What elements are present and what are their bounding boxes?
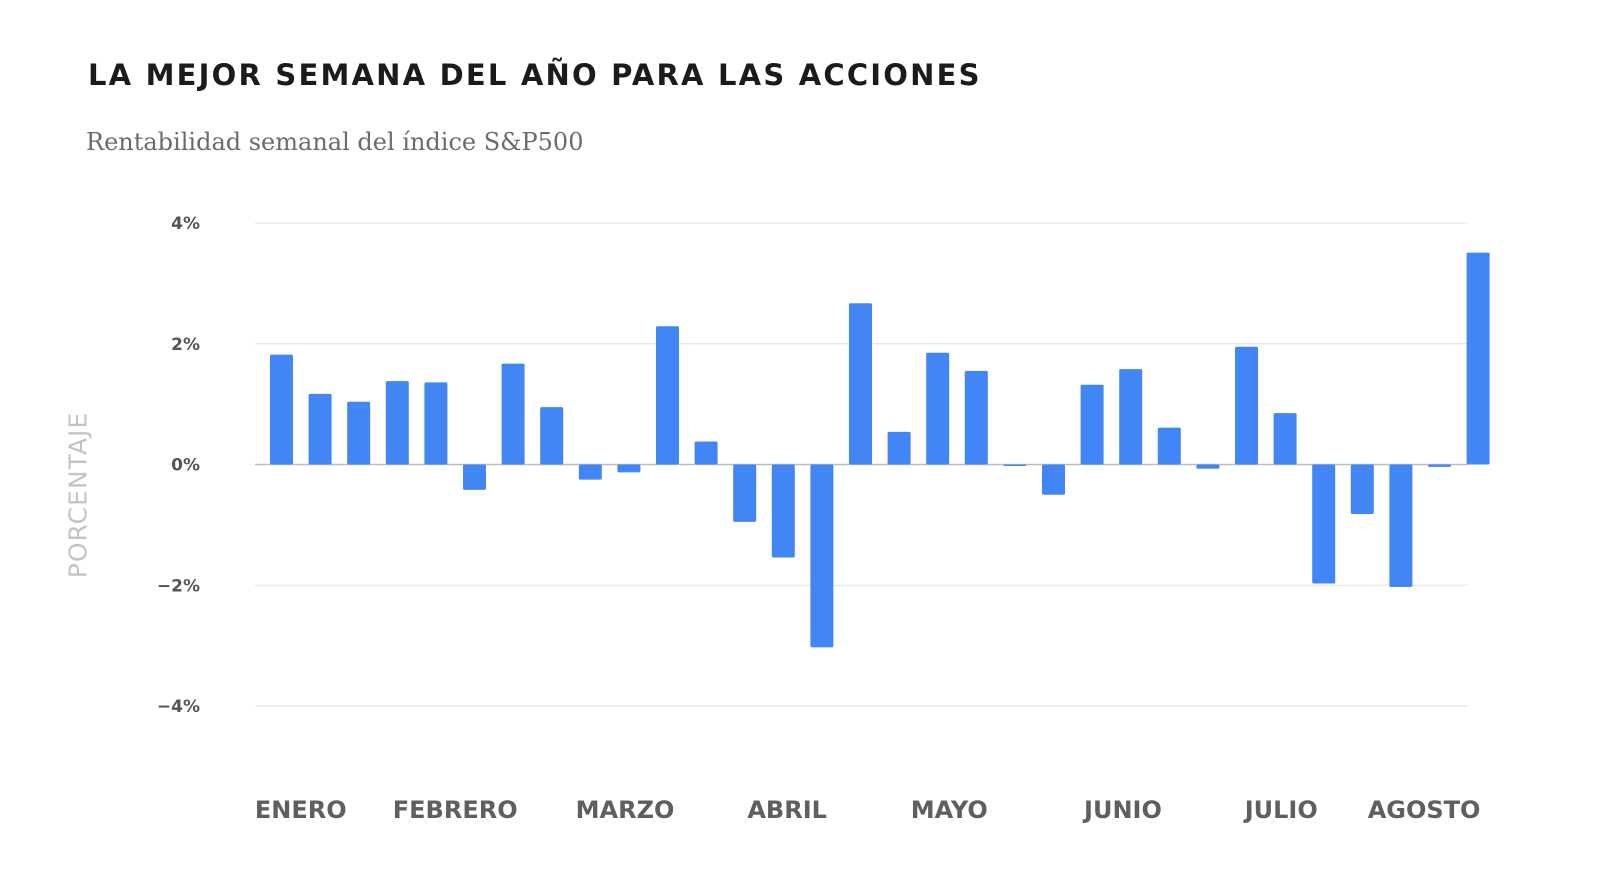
- bar: [810, 464, 834, 648]
- bar: [578, 464, 602, 480]
- chart-subtitle: Rentabilidad semanal del índice S&P500: [86, 128, 584, 156]
- x-tick-label: JUNIO: [1082, 796, 1162, 824]
- x-tick-labels: ENERO FEBRERO MARZO ABRIL MAYO JUNIO JULIO AGOS…: [255, 796, 1481, 824]
- bar: [308, 393, 332, 465]
- bar: [1042, 464, 1065, 495]
- y-tick-label: 0%: [171, 456, 200, 476]
- bar: [964, 370, 988, 465]
- x-tick-label: ENERO: [255, 796, 347, 824]
- bar: [1312, 464, 1336, 584]
- bar: [270, 354, 293, 465]
- y-tick-label: −2%: [157, 576, 200, 596]
- x-tick-label: ABRIL: [747, 796, 827, 824]
- bar: [1466, 252, 1490, 465]
- chart-title: LA MEJOR SEMANA DEL AÑO PARA LAS ACCIONE…: [88, 58, 982, 92]
- bar: [617, 464, 641, 473]
- bar: [1003, 464, 1027, 466]
- bar: [1389, 464, 1413, 588]
- bar: [1080, 384, 1104, 465]
- y-tick-labels: 4% 2% 0% −2% −4%: [157, 214, 200, 717]
- bar: [849, 303, 872, 465]
- bar: [1428, 464, 1451, 467]
- bar: [501, 363, 525, 465]
- bar: [540, 407, 564, 465]
- bar: [1119, 369, 1143, 465]
- bar: [424, 382, 448, 465]
- bar: [1196, 464, 1220, 469]
- bar: [385, 381, 409, 465]
- bar: [771, 464, 795, 558]
- bar: [1235, 346, 1258, 465]
- bar: [694, 441, 718, 465]
- bar: [347, 401, 371, 465]
- x-tick-label: AGOSTO: [1368, 796, 1481, 824]
- bar: [656, 326, 679, 465]
- y-tick-label: −4%: [157, 697, 200, 717]
- x-tick-label: FEBRERO: [393, 796, 518, 824]
- bar: [733, 464, 757, 522]
- bars: [270, 252, 1490, 648]
- bar: [1273, 413, 1297, 465]
- y-tick-label: 2%: [171, 335, 200, 355]
- x-tick-label: JULIO: [1243, 796, 1318, 824]
- y-tick-label: 4%: [171, 214, 200, 234]
- x-tick-label: MAYO: [911, 796, 988, 824]
- bar: [1157, 427, 1181, 465]
- bar: [1350, 464, 1374, 515]
- bar: [887, 431, 911, 465]
- bar: [463, 464, 486, 490]
- bar: [926, 352, 950, 465]
- x-tick-label: MARZO: [576, 796, 675, 824]
